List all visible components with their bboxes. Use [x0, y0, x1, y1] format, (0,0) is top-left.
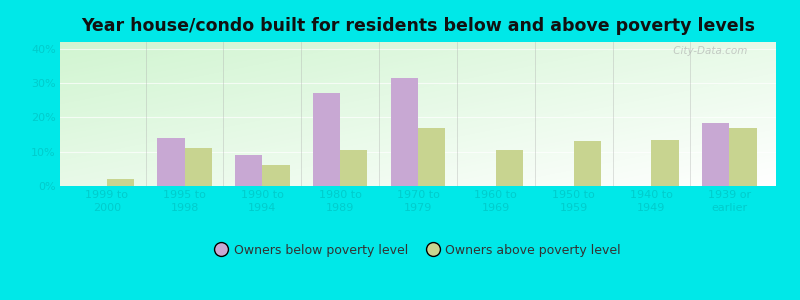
Bar [730, 128, 757, 186]
Bar [185, 148, 212, 186]
Bar [651, 140, 678, 186]
Title: Year house/condo built for residents below and above poverty levels: Year house/condo built for residents bel… [81, 17, 755, 35]
Bar [262, 165, 290, 186]
Bar [340, 150, 367, 186]
Bar [313, 93, 340, 186]
Bar [390, 78, 418, 186]
Bar [235, 155, 262, 186]
Bar [702, 123, 730, 186]
Legend: Owners below poverty level, Owners above poverty level: Owners below poverty level, Owners above… [209, 238, 627, 263]
Text: City-Data.com: City-Data.com [670, 46, 747, 56]
Bar [496, 150, 523, 186]
Bar [418, 128, 446, 186]
Bar [158, 138, 185, 186]
Bar [106, 179, 134, 186]
Bar [574, 141, 601, 186]
